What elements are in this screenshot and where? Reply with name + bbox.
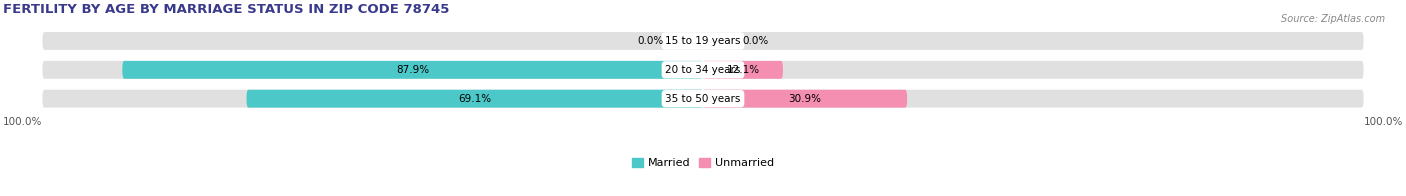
Text: 87.9%: 87.9% — [396, 65, 429, 75]
FancyBboxPatch shape — [246, 90, 703, 108]
Text: 0.0%: 0.0% — [637, 36, 664, 46]
Text: 12.1%: 12.1% — [727, 65, 759, 75]
FancyBboxPatch shape — [42, 61, 1364, 79]
FancyBboxPatch shape — [42, 32, 1364, 50]
Text: 69.1%: 69.1% — [458, 94, 491, 104]
Text: 30.9%: 30.9% — [789, 94, 821, 104]
Text: Source: ZipAtlas.com: Source: ZipAtlas.com — [1281, 14, 1385, 24]
FancyBboxPatch shape — [703, 90, 907, 108]
Text: 20 to 34 years: 20 to 34 years — [665, 65, 741, 75]
Text: 0.0%: 0.0% — [742, 36, 769, 46]
FancyBboxPatch shape — [122, 61, 703, 79]
Text: 15 to 19 years: 15 to 19 years — [665, 36, 741, 46]
FancyBboxPatch shape — [42, 90, 1364, 108]
Text: FERTILITY BY AGE BY MARRIAGE STATUS IN ZIP CODE 78745: FERTILITY BY AGE BY MARRIAGE STATUS IN Z… — [3, 4, 449, 16]
Legend: Married, Unmarried: Married, Unmarried — [633, 158, 773, 168]
Text: 35 to 50 years: 35 to 50 years — [665, 94, 741, 104]
Text: 100.0%: 100.0% — [1364, 117, 1403, 127]
FancyBboxPatch shape — [703, 61, 783, 79]
Text: 100.0%: 100.0% — [3, 117, 42, 127]
